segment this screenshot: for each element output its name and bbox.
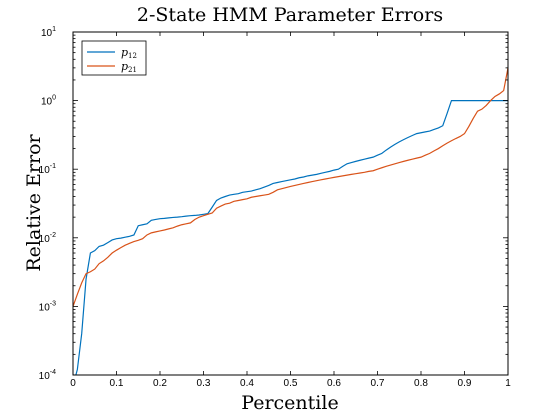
series-line-p12 xyxy=(75,100,508,375)
x-tick-label: 0 xyxy=(70,378,76,389)
legend: p12 p21 xyxy=(81,40,147,76)
series-line-p21 xyxy=(73,67,508,307)
x-tick-label: 0.7 xyxy=(371,378,385,389)
x-tick-label: 0.4 xyxy=(240,378,254,389)
plot-background xyxy=(73,32,508,375)
x-tick-label: 0.1 xyxy=(110,378,124,389)
x-axis: 0 0.1 0.2 0.3 0.4 0.5 0.6 0.7 0.8 0.9 1 xyxy=(70,32,511,389)
y-tick-label: 101 xyxy=(41,26,56,39)
chart-title: 2-State HMM Parameter Errors xyxy=(137,4,443,26)
x-tick-label: 0.2 xyxy=(153,378,167,389)
y-tick-label: 10-3 xyxy=(39,300,56,313)
x-tick-label: 0.9 xyxy=(458,378,472,389)
y-tick-label: 100 xyxy=(41,95,56,108)
x-tick-label: 0.6 xyxy=(327,378,341,389)
x-axis-label: Percentile xyxy=(241,392,338,414)
legend-box xyxy=(81,40,147,76)
y-tick-label: 10-2 xyxy=(39,232,56,245)
y-axis-label: Relative Error xyxy=(23,133,45,271)
x-tick-label: 0.5 xyxy=(284,378,298,389)
x-tick-label: 0.8 xyxy=(414,378,428,389)
y-axis: 10-4 10-3 10-2 10-1 100 101 xyxy=(39,26,508,382)
legend-label-p21: p21 xyxy=(121,60,137,74)
y-tick-label: 10-4 xyxy=(39,369,56,382)
plot-area: 0 0.1 0.2 0.3 0.4 0.5 0.6 0.7 0.8 0.9 1 10-410-310… xyxy=(39,26,512,389)
series-layer xyxy=(73,67,508,375)
x-tick-label: 1 xyxy=(505,378,511,389)
legend-label-p12: p12 xyxy=(121,46,137,60)
x-tick-label: 0.3 xyxy=(197,378,211,389)
y-tick-label: 10-1 xyxy=(39,163,56,176)
